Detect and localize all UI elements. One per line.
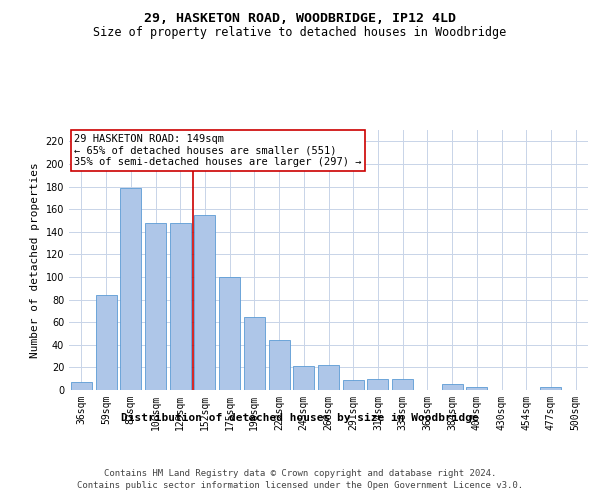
Bar xyxy=(269,340,290,390)
Bar xyxy=(219,277,240,390)
Y-axis label: Number of detached properties: Number of detached properties xyxy=(30,162,40,358)
Bar xyxy=(392,378,413,390)
Bar xyxy=(71,382,92,390)
Bar xyxy=(244,316,265,390)
Bar xyxy=(442,384,463,390)
Text: Contains HM Land Registry data © Crown copyright and database right 2024.: Contains HM Land Registry data © Crown c… xyxy=(104,469,496,478)
Text: Size of property relative to detached houses in Woodbridge: Size of property relative to detached ho… xyxy=(94,26,506,39)
Text: Contains public sector information licensed under the Open Government Licence v3: Contains public sector information licen… xyxy=(77,481,523,490)
Bar xyxy=(120,188,141,390)
Text: 29 HASKETON ROAD: 149sqm
← 65% of detached houses are smaller (551)
35% of semi-: 29 HASKETON ROAD: 149sqm ← 65% of detach… xyxy=(74,134,362,167)
Bar xyxy=(194,215,215,390)
Text: Distribution of detached houses by size in Woodbridge: Distribution of detached houses by size … xyxy=(121,412,479,422)
Bar xyxy=(145,222,166,390)
Bar xyxy=(293,366,314,390)
Bar xyxy=(466,386,487,390)
Text: 29, HASKETON ROAD, WOODBRIDGE, IP12 4LD: 29, HASKETON ROAD, WOODBRIDGE, IP12 4LD xyxy=(144,12,456,26)
Bar xyxy=(367,378,388,390)
Bar xyxy=(95,295,116,390)
Bar xyxy=(541,386,562,390)
Bar xyxy=(318,365,339,390)
Bar xyxy=(170,222,191,390)
Bar xyxy=(343,380,364,390)
